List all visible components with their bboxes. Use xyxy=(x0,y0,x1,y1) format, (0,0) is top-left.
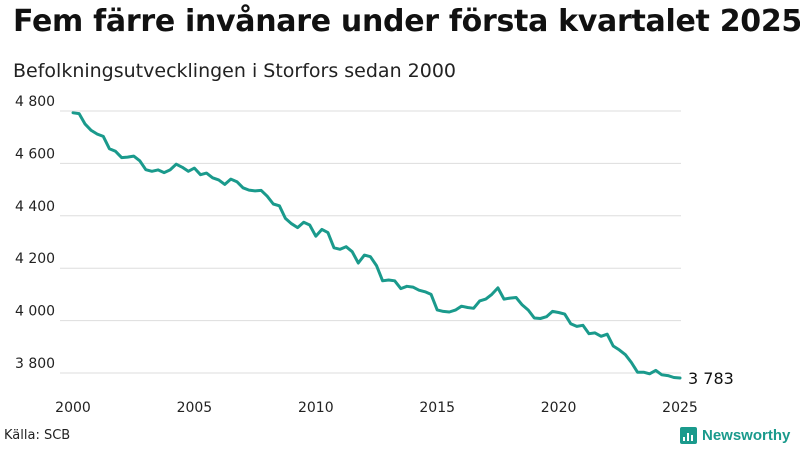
y-axis-labels: 3 800 4 000 4 200 4 400 4 600 4 800 xyxy=(15,94,55,372)
source-note: Källa: SCB xyxy=(4,428,71,443)
x-tick-label: 2005 xyxy=(177,400,213,416)
x-axis-labels: 2000 2005 2010 2015 2020 2025 xyxy=(55,400,698,416)
y-tick-label: 3 800 xyxy=(15,356,55,372)
x-tick-label: 2025 xyxy=(662,400,698,416)
bar-chart-icon xyxy=(680,427,697,444)
series-line xyxy=(71,111,682,380)
y-tick-label: 4 800 xyxy=(15,94,55,110)
y-tick-label: 4 000 xyxy=(15,304,55,320)
brand-logo[interactable]: Newsworthy xyxy=(680,427,790,444)
brand-name: Newsworthy xyxy=(702,427,791,444)
y-tick-label: 4 400 xyxy=(15,199,55,215)
y-tick-label: 4 200 xyxy=(15,251,55,267)
chart-subtitle: Befolkningsutvecklingen i Storfors sedan… xyxy=(13,60,457,82)
chart-title: Fem färre invånare under första kvartale… xyxy=(13,4,800,39)
end-value-label: 3 783 xyxy=(688,369,734,388)
x-tick-label: 2015 xyxy=(419,400,455,416)
grid-lines xyxy=(60,110,681,374)
y-tick-label: 4 600 xyxy=(15,146,55,162)
x-tick-label: 2000 xyxy=(55,400,91,416)
x-tick-label: 2010 xyxy=(298,400,334,416)
x-tick-label: 2020 xyxy=(541,400,577,416)
